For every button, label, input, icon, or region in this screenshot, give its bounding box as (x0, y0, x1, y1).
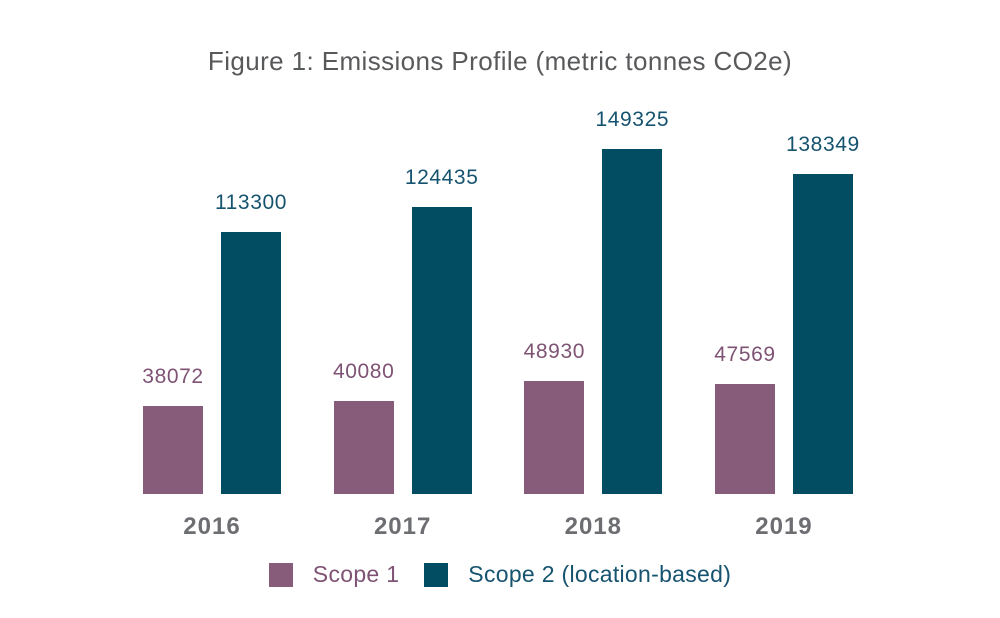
legend-swatch-scope2 (424, 562, 449, 587)
legend-item-scope1: Scope 1 (268, 561, 400, 588)
value-label-scope1-2019: 47569 (714, 343, 776, 367)
chart-title: Figure 1: Emissions Profile (metric tonn… (207, 46, 793, 76)
bar-group-2016: 38072 113300 2016 (142, 99, 286, 540)
bar-col-scope2-2017: 124435 (405, 99, 478, 494)
bar-scope2-2017 (411, 206, 472, 494)
value-label-scope1-2017: 40080 (332, 360, 395, 384)
bar-group-2018: 48930 149325 2018 (524, 99, 669, 540)
legend-label-scope1: Scope 1 (312, 561, 400, 587)
bar-col-scope2-2019: 138349 (786, 99, 859, 494)
bar-scope2-2016 (221, 232, 281, 494)
bar-group-2019: 47569 138349 2019 (714, 99, 859, 540)
bar-col-scope1-2018: 48930 (524, 99, 584, 494)
bar-group-2017: 40080 124435 2017 (332, 99, 478, 541)
x-axis-label-2016: 2016 (183, 513, 241, 540)
bar-scope1-2018 (524, 381, 585, 494)
bar-col-scope2-2018: 149325 (595, 99, 669, 494)
x-axis-label-2019: 2019 (755, 513, 813, 540)
value-label-scope2-2019: 138349 (786, 133, 860, 157)
bar-scope2-2019 (792, 174, 853, 494)
value-label-scope2-2018: 149325 (595, 108, 670, 131)
chart-legend: Scope 1 Scope 2 (location-based) (0, 561, 1000, 588)
bar-chart-plot-area: 38072 113300 2016 40080 124435 2017 48930 14932… (142, 99, 859, 541)
bar-scope1-2016 (143, 406, 203, 494)
bar-col-scope2-2016: 113300 (215, 99, 286, 494)
legend-swatch-scope1 (268, 562, 293, 587)
x-axis-label-2018: 2018 (564, 513, 622, 540)
legend-item-scope2: Scope 2 (location-based) (424, 561, 731, 588)
value-label-scope1-2018: 48930 (523, 340, 586, 363)
value-label-scope2-2016: 113300 (214, 191, 288, 215)
bar-col-scope1-2017: 40080 (332, 99, 395, 494)
bar-col-scope1-2016: 38072 (142, 99, 204, 494)
bar-scope2-2018 (602, 149, 663, 494)
bar-scope1-2019 (714, 384, 775, 494)
legend-label-scope2: Scope 2 (location-based) (468, 561, 732, 587)
value-label-scope1-2016: 38072 (142, 365, 204, 388)
bar-scope1-2017 (333, 401, 394, 494)
x-axis-label-2017: 2017 (373, 513, 432, 540)
value-label-scope2-2017: 124435 (404, 165, 479, 189)
bar-col-scope1-2019: 47569 (714, 99, 776, 494)
